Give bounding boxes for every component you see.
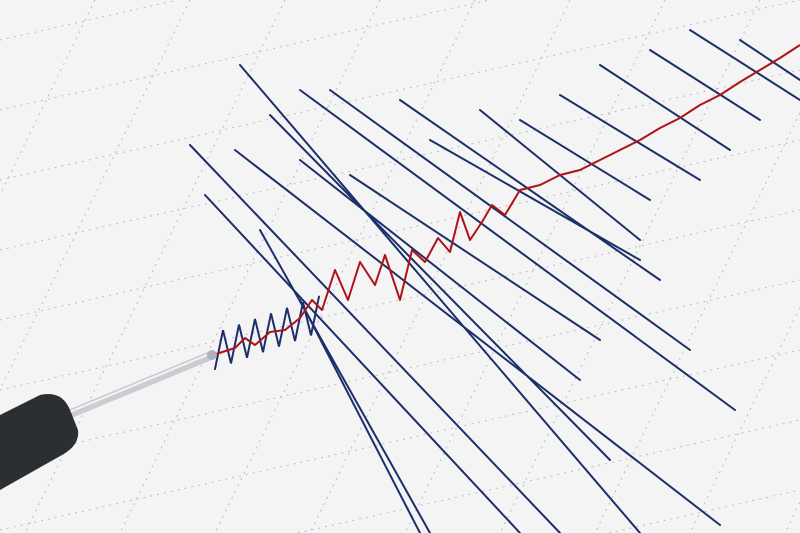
wave-stroke: [299, 299, 421, 533]
wave-stroke: [204, 194, 521, 533]
wave-stroke: [559, 94, 701, 181]
wave-stroke: [299, 89, 736, 411]
grid-line: [214, 0, 476, 533]
pen-rod: [55, 350, 217, 423]
grid-line: [24, 0, 286, 533]
wave-jitter: [214, 295, 320, 370]
grid-line: [0, 0, 96, 196]
seismograph-pen: [0, 350, 217, 490]
pen-body: [0, 394, 79, 490]
wave-stroke: [269, 114, 611, 461]
seismic-wave-blue: [189, 29, 800, 533]
pen-rod-highlight: [59, 352, 213, 417]
pen-tip: [207, 350, 217, 360]
grid-line: [404, 0, 666, 533]
grid-line: [119, 0, 381, 533]
grid-line: [784, 502, 800, 533]
grid-line: [309, 0, 571, 533]
wave-stroke: [739, 39, 800, 81]
seismic-trace-red: [212, 44, 800, 356]
wave-stroke: [649, 49, 761, 121]
grid-line: [594, 112, 800, 533]
wave-stroke: [599, 64, 731, 151]
wave-stroke: [189, 144, 561, 533]
wave-stroke: [349, 174, 601, 341]
wave-stroke: [234, 149, 721, 526]
grid-line: [0, 0, 178, 41]
wave-stroke: [329, 89, 691, 351]
wave-stroke: [299, 159, 581, 381]
wave-stroke: [689, 29, 800, 101]
wave-stroke: [239, 64, 641, 533]
grid-line: [499, 0, 761, 533]
grid-line: [297, 419, 800, 533]
wave-stroke: [519, 119, 651, 201]
wave-stroke: [399, 99, 661, 281]
wave-stroke: [259, 229, 431, 533]
wave-stroke: [429, 139, 641, 261]
